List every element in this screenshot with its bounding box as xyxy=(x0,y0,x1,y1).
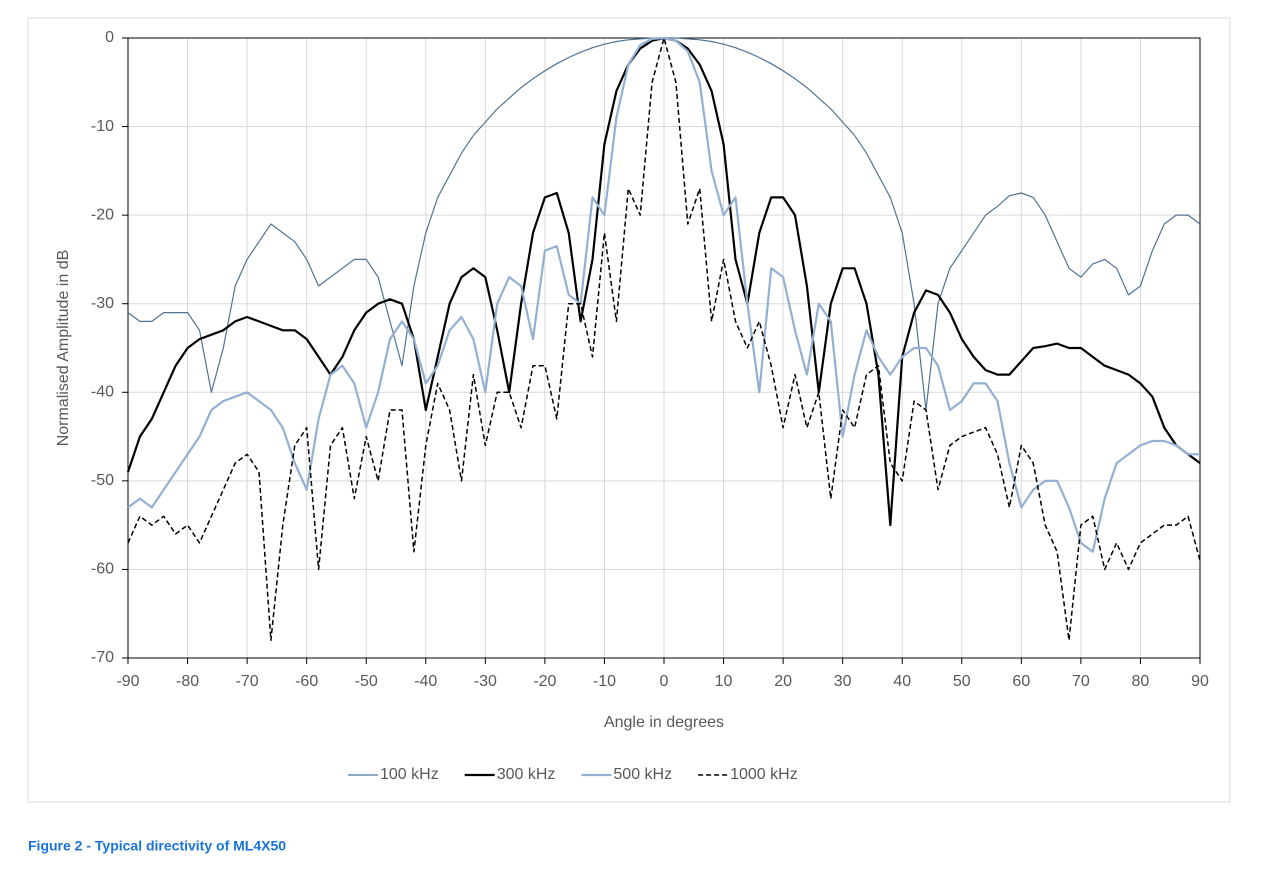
x-axis-label: Angle in degrees xyxy=(604,714,724,731)
series-line xyxy=(127,37,1201,642)
legend-label: 300 kHz xyxy=(497,766,556,783)
x-tick-label: 50 xyxy=(953,673,971,690)
y-tick-label: -30 xyxy=(91,295,114,312)
y-tick-label: -50 xyxy=(91,472,114,489)
x-tick-label: 0 xyxy=(660,673,669,690)
x-tick-label: 60 xyxy=(1012,673,1030,690)
x-tick-label: 20 xyxy=(774,673,792,690)
x-tick-label: -30 xyxy=(474,673,497,690)
x-tick-label: -90 xyxy=(116,673,139,690)
x-tick-label: -60 xyxy=(295,673,318,690)
y-tick-label: -70 xyxy=(91,649,114,666)
y-tick-label: -20 xyxy=(91,206,114,223)
series-line xyxy=(127,36,1200,553)
x-tick-label: -50 xyxy=(355,673,378,690)
x-tick-label: 40 xyxy=(893,673,911,690)
legend-label: 100 kHz xyxy=(380,766,439,783)
chart-frame xyxy=(27,17,1231,803)
y-tick-label: 0 xyxy=(105,29,114,46)
y-tick-label: -40 xyxy=(91,384,114,401)
y-axis-label: Normalised Amplitude in dB xyxy=(55,250,72,447)
legend-label: 500 kHz xyxy=(613,766,672,783)
x-tick-label: 30 xyxy=(834,673,852,690)
x-tick-label: 90 xyxy=(1191,673,1209,690)
x-tick-label: 80 xyxy=(1132,673,1150,690)
x-tick-label: -40 xyxy=(414,673,437,690)
x-tick-label: 10 xyxy=(715,673,733,690)
y-tick-label: -60 xyxy=(91,561,114,578)
x-tick-label: -10 xyxy=(593,673,616,690)
y-tick-label: -10 xyxy=(91,118,114,135)
x-tick-label: -20 xyxy=(533,673,556,690)
legend-label: 1000 kHz xyxy=(730,766,798,783)
caption: Figure 2 - Typical directivity of ML4X50 xyxy=(28,838,286,854)
x-tick-label: -80 xyxy=(176,673,199,690)
x-tick-label: -70 xyxy=(236,673,259,690)
x-tick-label: 70 xyxy=(1072,673,1090,690)
